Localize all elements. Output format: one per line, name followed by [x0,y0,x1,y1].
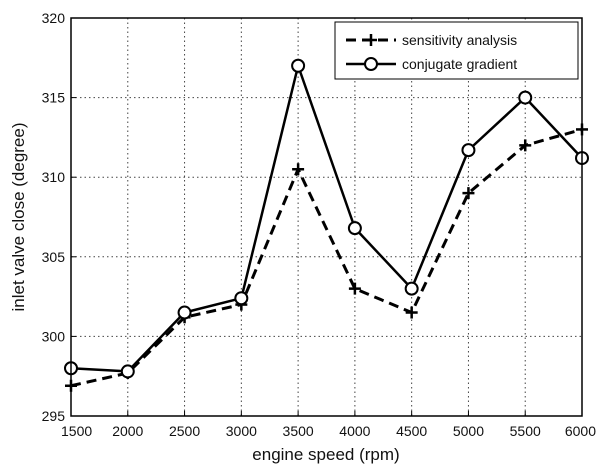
data-point-sensitivity-analysis [405,306,418,319]
x-tick-label: 3500 [283,423,314,439]
x-tick-label: 1500 [61,423,92,439]
x-tick-label: 2500 [169,423,200,439]
y-tick-label: 310 [42,169,66,185]
y-tick-label: 295 [42,408,66,424]
data-point-conjugate-gradient [291,58,306,73]
y-tick-label: 315 [42,90,66,106]
legend-label-sensitivity-analysis: sensitivity analysis [402,32,517,48]
x-tick-label: 3000 [226,423,257,439]
x-tick-labels: 1500 2000 2500 3000 3500 4000 4500 5000 5500 6000 [61,423,596,439]
data-point-conjugate-gradient [177,305,192,320]
legend-label-conjugate-gradient: conjugate gradient [402,56,517,72]
series-line-conjugate-gradient [70,64,583,373]
grid-lines [70,17,583,417]
y-tick-label: 300 [42,328,66,344]
legend-marker-sensitivity-analysis [365,34,377,46]
series-line-sensitivity-analysis [70,127,583,388]
data-point-conjugate-gradient [347,221,362,236]
data-point-conjugate-gradient [461,143,476,158]
x-tick-label: 4000 [339,423,370,439]
data-point-conjugate-gradient [120,364,135,379]
y-tick-label: 320 [42,10,66,26]
plot-background [71,18,582,416]
data-point-sensitivity-analysis [292,163,305,176]
y-axis-title: inlet valve close (degree) [9,123,28,312]
data-point-conjugate-gradient [234,291,249,306]
x-tick-label: 5000 [453,423,484,439]
data-point-sensitivity-analysis [462,187,475,200]
x-tick-label: 2000 [112,423,143,439]
legend: sensitivity analysis conjugate gradient [334,21,579,80]
x-tick-label: 4500 [396,423,427,439]
data-point-sensitivity-analysis [519,139,532,152]
data-point-conjugate-gradient [404,281,419,296]
y-tick-labels: 295 300 305 310 315 320 [42,10,66,424]
y-tick-label: 305 [42,249,66,265]
legend-marker-conjugate-gradient [364,57,378,71]
data-point-conjugate-gradient [518,90,533,105]
x-axis-title: engine speed (rpm) [252,445,399,464]
x-tick-label: 6000 [565,423,596,439]
series-layer [64,58,589,392]
plot-frame [70,17,583,417]
data-point-sensitivity-analysis [348,282,361,295]
legend-box [334,21,579,80]
x-tick-label: 5500 [510,423,541,439]
